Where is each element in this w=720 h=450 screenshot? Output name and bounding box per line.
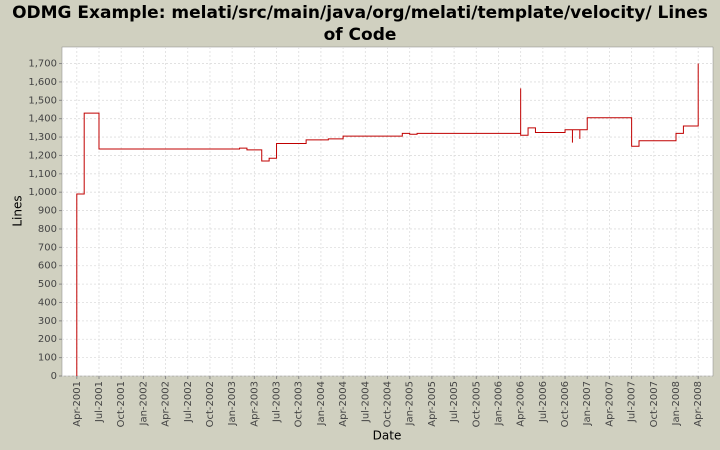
y-tick-label: 800 bbox=[38, 224, 57, 235]
x-tick-label: Apr-2004 bbox=[338, 381, 349, 427]
x-tick-label: Oct-2007 bbox=[649, 381, 660, 427]
y-tick-label: 200 bbox=[38, 334, 57, 345]
y-tick-label: 1,200 bbox=[28, 150, 57, 161]
x-tick-label: Jan-2008 bbox=[671, 381, 682, 426]
x-tick-label: Jul-2001 bbox=[94, 381, 105, 423]
x-tick-label: Oct-2005 bbox=[471, 381, 482, 427]
x-tick-label: Oct-2001 bbox=[116, 381, 127, 427]
x-tick-label: Apr-2005 bbox=[427, 381, 438, 427]
x-tick-label: Jan-2007 bbox=[582, 381, 593, 426]
chart-title: ODMG Example: melati/src/main/java/org/m… bbox=[12, 3, 708, 45]
x-tick-label: Apr-2006 bbox=[516, 381, 527, 427]
x-tick-label: Jul-2007 bbox=[627, 381, 638, 423]
data-line bbox=[76, 63, 699, 376]
x-tick-label: Jan-2004 bbox=[316, 381, 327, 426]
x-tick-label: Jan-2006 bbox=[493, 381, 504, 426]
x-axis-title: Date bbox=[373, 429, 402, 443]
x-tick-label: Oct-2004 bbox=[383, 381, 394, 427]
y-tick-label: 600 bbox=[38, 261, 57, 272]
x-tick-label: Apr-2003 bbox=[249, 381, 260, 427]
y-tick-label: 400 bbox=[38, 297, 57, 308]
x-tick-label: Jul-2003 bbox=[272, 381, 283, 423]
y-tick-label: 0 bbox=[51, 371, 57, 382]
x-tick-label: Apr-2001 bbox=[72, 381, 83, 427]
y-tick-label: 300 bbox=[38, 316, 57, 327]
x-tick-label: Jan-2002 bbox=[138, 381, 149, 426]
x-tick-label: Jul-2006 bbox=[538, 381, 549, 423]
y-tick-label: 500 bbox=[38, 279, 57, 290]
y-tick-label: 1,700 bbox=[28, 59, 57, 70]
x-tick-label: Jul-2004 bbox=[360, 381, 371, 423]
y-tick-label: 1,000 bbox=[28, 187, 57, 198]
y-tick-label: 1,100 bbox=[28, 169, 57, 180]
y-tick-label: 1,400 bbox=[28, 114, 57, 125]
x-tick-label: Jan-2005 bbox=[405, 381, 416, 426]
x-tick-label: Apr-2007 bbox=[604, 381, 615, 427]
x-tick-label: Oct-2006 bbox=[560, 381, 571, 427]
x-tick-label: Apr-2002 bbox=[161, 381, 172, 427]
x-tick-label: Oct-2002 bbox=[205, 381, 216, 427]
x-tick-label: Jan-2003 bbox=[227, 381, 238, 426]
x-tick-label: Apr-2008 bbox=[693, 381, 704, 427]
x-tick-label: Oct-2003 bbox=[294, 381, 305, 427]
y-tick-label: 900 bbox=[38, 206, 57, 217]
y-tick-label: 1,300 bbox=[28, 132, 57, 143]
y-tick-label: 1,600 bbox=[28, 77, 57, 88]
y-axis-title: Lines bbox=[11, 195, 25, 226]
y-tick-label: 100 bbox=[38, 353, 57, 364]
x-tick-label: Jul-2005 bbox=[449, 381, 460, 423]
y-tick-label: 700 bbox=[38, 242, 57, 253]
y-tick-label: 1,500 bbox=[28, 95, 57, 106]
x-tick-label: Jul-2002 bbox=[183, 381, 194, 423]
